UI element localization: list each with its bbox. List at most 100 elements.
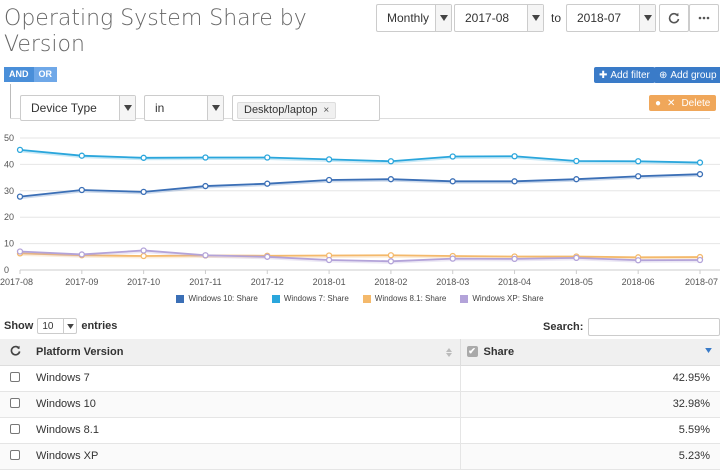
legend-item[interactable]: Windows 8.1: Share <box>362 294 446 303</box>
search-label: Search: <box>543 321 584 333</box>
data-point <box>264 253 271 260</box>
data-point <box>202 252 209 259</box>
series-line <box>19 173 701 198</box>
data-point <box>78 186 85 194</box>
refresh-icon <box>10 345 20 356</box>
and-or-toggle[interactable]: AND OR <box>4 67 57 82</box>
table-row[interactable]: Windows XP 5.23% <box>0 443 720 470</box>
data-point <box>511 178 518 185</box>
x-tick-label: 2017-12 <box>251 277 284 287</box>
data-point <box>325 256 333 264</box>
table-header-row: Platform Version ✔ Share <box>0 339 720 366</box>
data-point <box>573 157 580 165</box>
data-point <box>387 158 395 165</box>
data-point <box>387 252 395 259</box>
x-tick-label: 2018-04 <box>498 277 531 287</box>
data-point <box>387 258 395 265</box>
legend-item[interactable]: Windows 7: Share <box>271 294 349 303</box>
chevron-down-icon <box>639 5 655 31</box>
granularity-select[interactable]: Monthly <box>376 4 452 32</box>
refresh-button[interactable] <box>659 4 689 32</box>
data-point <box>140 252 147 260</box>
series-line <box>19 249 701 263</box>
and-toggle[interactable]: AND <box>4 67 34 82</box>
platform-cell: Windows 10 <box>30 391 461 418</box>
filter-field-select[interactable]: Device Type <box>20 95 136 121</box>
x-tick-label: 2018-06 <box>622 277 655 287</box>
platform-header-label: Platform Version <box>36 345 124 358</box>
row-checkbox[interactable] <box>10 449 20 460</box>
date-from-select[interactable]: 2017-08 <box>454 4 544 32</box>
x-tick-label: 2017-08 <box>0 277 33 287</box>
chevron-down-icon <box>527 5 543 31</box>
data-point <box>16 146 24 154</box>
filter-value-input[interactable]: Desktop/laptop × <box>232 95 380 121</box>
granularity-value: Monthly <box>387 11 430 25</box>
data-point <box>78 152 85 159</box>
share-cell: 42.95% <box>460 365 720 392</box>
entries-label: entries <box>81 320 118 332</box>
y-tick-label: 30 <box>4 186 14 196</box>
data-point <box>696 171 704 178</box>
legend-item[interactable]: Windows 10: Share <box>176 294 258 303</box>
chart-legend: Windows 10: Share Windows 7: Share Windows… <box>0 294 720 303</box>
row-checkbox[interactable] <box>10 423 20 434</box>
legend-swatch <box>460 294 469 303</box>
data-point <box>635 173 642 180</box>
sort-both-icon <box>445 348 452 357</box>
data-point <box>16 193 24 200</box>
search-input[interactable] <box>588 318 720 336</box>
add-filter-label: Add filter <box>610 69 650 81</box>
table-row[interactable]: Windows 7 42.95% <box>0 365 720 392</box>
row-checkbox[interactable] <box>10 397 20 408</box>
more-options-button[interactable] <box>689 4 719 32</box>
add-filter-button[interactable]: ✚ Add filter <box>594 67 655 83</box>
refresh-column-header[interactable] <box>0 339 30 366</box>
chevron-down-icon <box>435 5 451 31</box>
y-tick-label: 50 <box>4 133 14 143</box>
platform-column-header[interactable]: Platform Version <box>30 339 461 366</box>
legend-label: Windows 10: Share <box>188 294 258 303</box>
share-line-chart: 0 10 20 30 40 50 2017-08 2017-09 2017-10 2017-11 2… <box>0 133 720 287</box>
series-shadow <box>19 250 701 264</box>
sort-desc-icon <box>705 348 712 353</box>
page-title: Operating System Share by Version <box>4 6 307 57</box>
data-point <box>449 153 456 160</box>
add-group-label: Add group <box>670 69 717 81</box>
data-point <box>264 180 271 187</box>
table-row[interactable]: Windows 8.1 5.59% <box>0 417 720 444</box>
data-point <box>264 154 271 161</box>
legend-swatch <box>271 294 280 303</box>
share-column-header[interactable]: ✔ Share <box>460 339 720 366</box>
series-shadow <box>19 174 701 200</box>
chevron-down-icon <box>63 319 76 333</box>
legend-item[interactable]: Windows XP: Share <box>460 294 544 303</box>
platform-cell: Windows XP <box>30 443 461 470</box>
filter-value-tag: Desktop/laptop × <box>237 101 337 119</box>
legend-label: Windows 7: Share <box>283 294 349 303</box>
data-point <box>325 176 333 184</box>
or-toggle[interactable]: OR <box>33 67 57 82</box>
data-point <box>511 153 518 160</box>
entries-select[interactable]: 10 <box>37 318 78 334</box>
row-checkbox[interactable] <box>10 371 20 382</box>
y-tick-label: 20 <box>4 212 14 222</box>
x-tick-label: 2017-11 <box>189 277 221 287</box>
legend-swatch <box>176 294 185 303</box>
x-tick-label: 2017-09 <box>65 277 98 287</box>
remove-tag-icon[interactable]: × <box>323 104 330 116</box>
table-row[interactable]: Windows 10 32.98% <box>0 391 720 418</box>
share-header-label: Share <box>483 345 515 358</box>
checkbox-checked-icon[interactable]: ✔ <box>466 346 478 358</box>
add-group-button[interactable]: ⊕ Add group <box>654 67 720 83</box>
date-to-select[interactable]: 2018-07 <box>566 4 656 32</box>
delete-filter-button[interactable]: ● ✕ Delete <box>649 95 717 111</box>
info-icon: ● <box>655 97 662 109</box>
chevron-down-icon <box>207 96 223 120</box>
chevron-down-icon <box>119 96 135 120</box>
filter-operator-select[interactable]: in <box>144 95 224 121</box>
data-point <box>696 256 704 264</box>
share-cell: 5.59% <box>460 417 720 444</box>
legend-swatch <box>362 294 371 303</box>
entries-control: Show 10 entries <box>4 318 117 334</box>
